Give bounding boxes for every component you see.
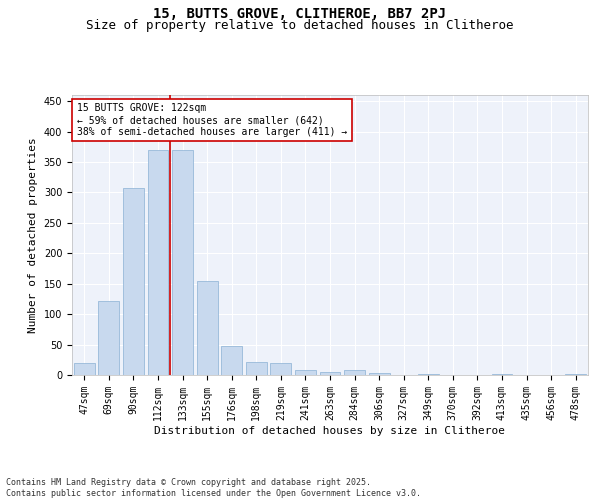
Bar [491,374,512,375]
Bar [98,300,119,375]
Bar [344,370,365,375]
Bar [221,346,242,375]
Bar [197,280,218,375]
Y-axis label: Number of detached properties: Number of detached properties [28,137,38,333]
X-axis label: Distribution of detached houses by size in Clitheroe: Distribution of detached houses by size … [155,426,505,436]
Text: 15, BUTTS GROVE, CLITHEROE, BB7 2PJ: 15, BUTTS GROVE, CLITHEROE, BB7 2PJ [154,8,446,22]
Bar [565,374,586,375]
Text: 15 BUTTS GROVE: 122sqm
← 59% of detached houses are smaller (642)
38% of semi-de: 15 BUTTS GROVE: 122sqm ← 59% of detached… [77,104,347,136]
Text: Size of property relative to detached houses in Clitheroe: Size of property relative to detached ho… [86,18,514,32]
Bar [148,150,169,375]
Bar [368,373,389,375]
Text: Contains HM Land Registry data © Crown copyright and database right 2025.
Contai: Contains HM Land Registry data © Crown c… [6,478,421,498]
Bar [123,188,144,375]
Bar [246,362,267,375]
Bar [271,363,292,375]
Bar [172,150,193,375]
Bar [320,372,340,375]
Bar [295,370,316,375]
Bar [418,374,439,375]
Bar [74,363,95,375]
